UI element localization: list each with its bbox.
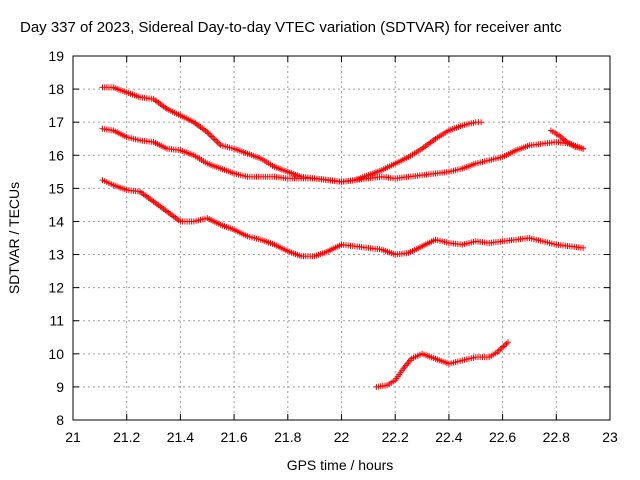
- x-tick-label: 23: [602, 429, 618, 445]
- y-tick-labels: 8 9 10 11 12 13 14 15 16 17 18 19: [48, 48, 64, 428]
- y-tick-label: 8: [56, 412, 64, 428]
- y-tick-label: 15: [48, 180, 64, 196]
- y-axis-label: SDTVAR / TECUs: [6, 182, 22, 294]
- y-tick-label: 13: [48, 247, 64, 263]
- series-markers: [373, 339, 511, 390]
- y-tick-label: 19: [48, 48, 64, 64]
- x-tick-label: 22.8: [543, 429, 570, 445]
- x-tick-label: 21.6: [220, 429, 247, 445]
- series-track-4: [547, 127, 587, 152]
- data-series: [99, 84, 587, 390]
- series-markers: [547, 127, 587, 152]
- series-track-5: [99, 177, 587, 260]
- x-tick-labels: 21 21.2 21.4 21.6 21.8 22 22.2 22.4 22.6 22.8 23: [65, 429, 618, 445]
- chart-title: Day 337 of 2023, Sidereal Day-to-day VTE…: [20, 19, 562, 36]
- series-track-3: [99, 125, 587, 185]
- x-axis-label: GPS time / hours: [287, 457, 394, 473]
- y-tick-label: 12: [48, 280, 64, 296]
- x-tick-label: 21.2: [113, 429, 140, 445]
- y-tick-label: 16: [48, 147, 64, 163]
- y-tick-label: 14: [48, 213, 64, 229]
- x-tick-label: 22.2: [382, 429, 409, 445]
- y-tick-label: 9: [56, 379, 64, 395]
- y-tick-label: 11: [49, 313, 64, 329]
- y-tick-label: 10: [48, 346, 64, 362]
- series-markers: [99, 177, 587, 260]
- x-tick-label: 22: [334, 429, 350, 445]
- x-tick-label: 22.6: [489, 429, 516, 445]
- series-track-6: [373, 339, 511, 390]
- x-tick-label: 21: [65, 429, 81, 445]
- x-tick-label: 21.8: [274, 429, 301, 445]
- series-markers: [99, 125, 587, 185]
- x-tick-label: 21.4: [167, 429, 194, 445]
- y-tick-label: 18: [48, 81, 64, 97]
- axis-ticks: [72, 55, 611, 421]
- x-tick-label: 22.4: [435, 429, 462, 445]
- y-tick-label: 17: [48, 114, 64, 130]
